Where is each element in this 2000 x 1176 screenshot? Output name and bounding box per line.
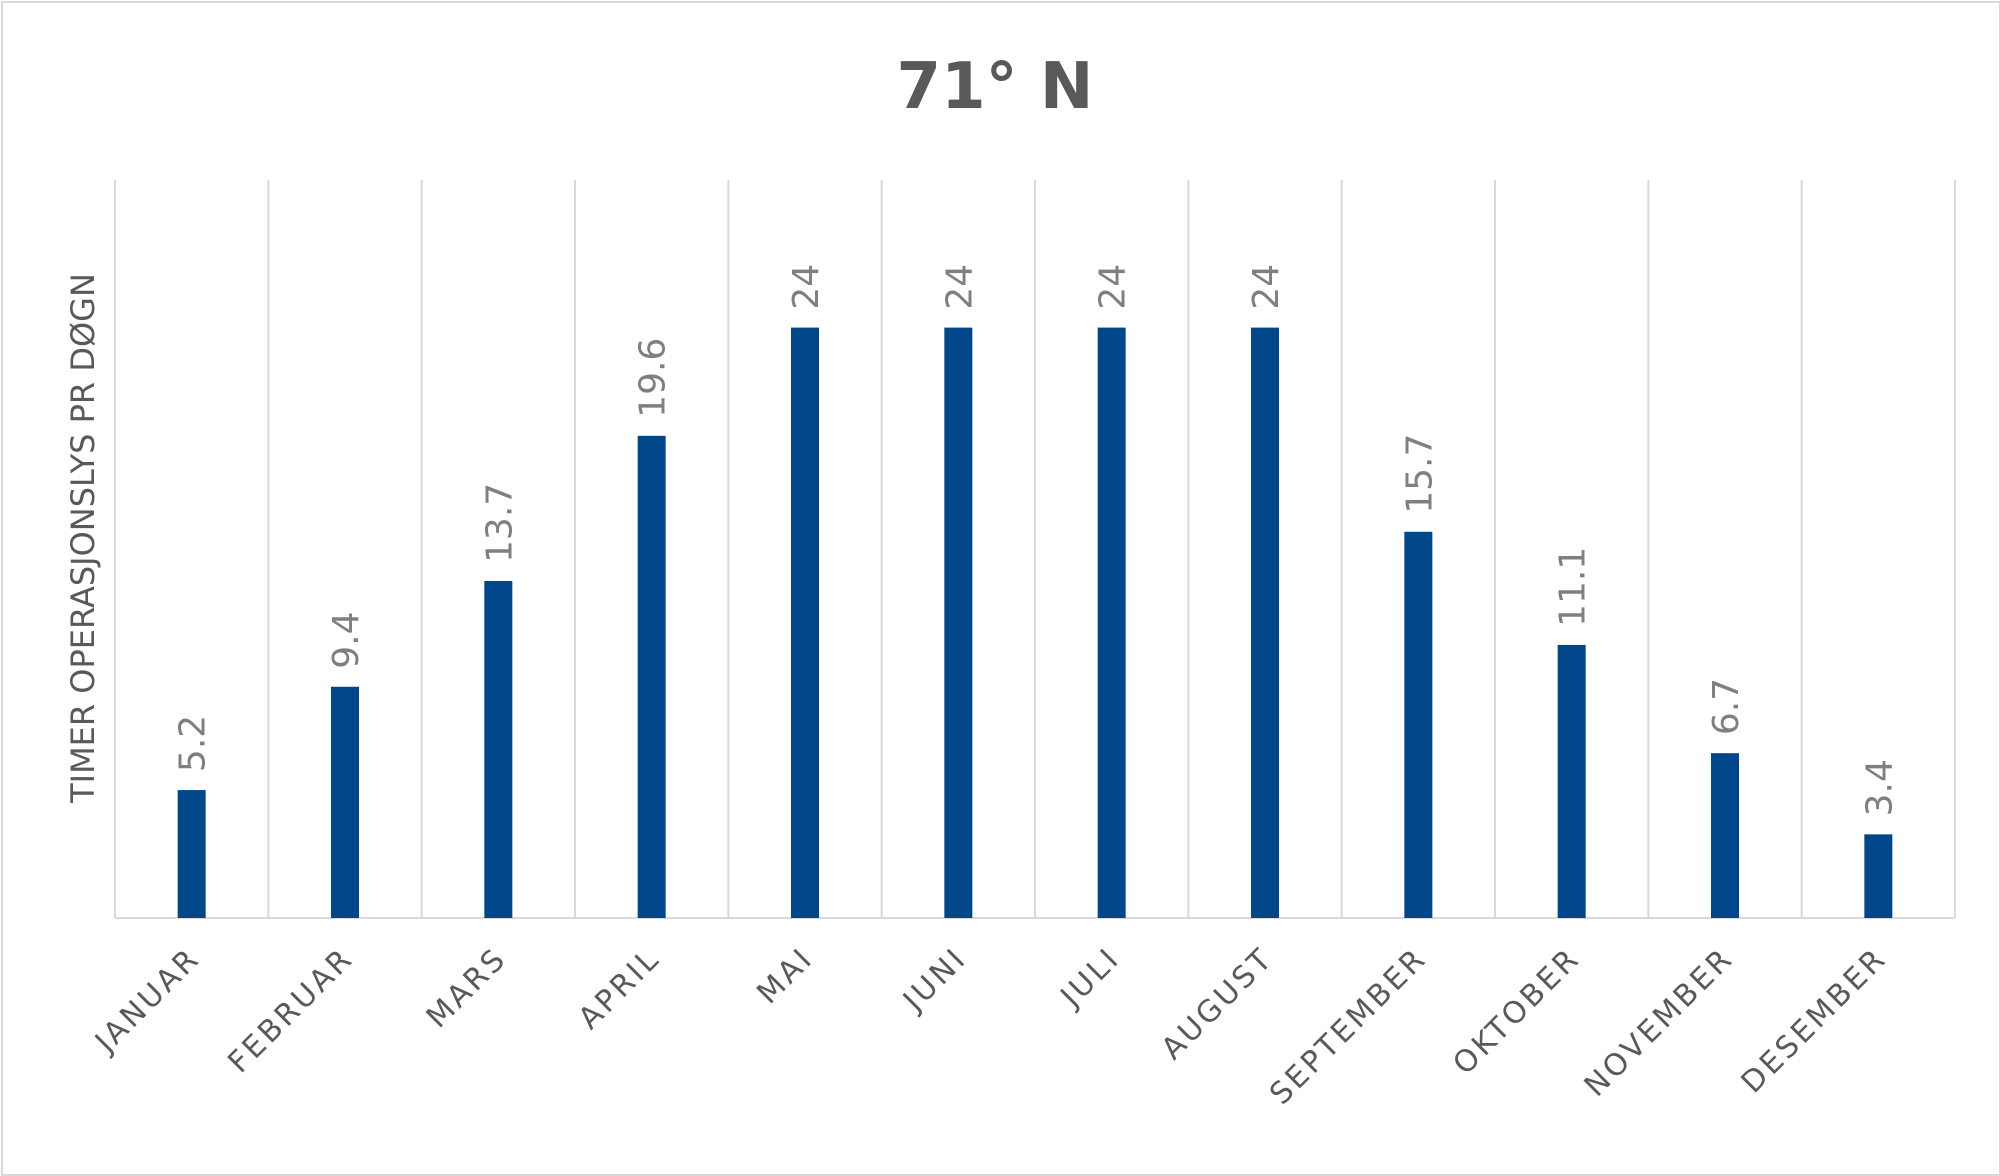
bar-november <box>1711 753 1739 918</box>
bar-juni <box>944 327 973 919</box>
data-label-mars: 13.7 <box>479 483 520 563</box>
bar-mars <box>484 580 513 918</box>
x-tick-label-oktober: OKTOBER <box>1446 941 1587 1082</box>
data-label-mai: 24 <box>786 264 827 310</box>
x-tick-label-september: SEPTEMBER <box>1263 941 1434 1112</box>
bar-desember <box>1864 834 1893 918</box>
x-tick-label-november: NOVEMBER <box>1578 941 1741 1104</box>
bar-september <box>1404 531 1433 918</box>
x-tick-label-mars: MARS <box>420 941 514 1035</box>
data-labels: 5.2 9.4 13.7 19.6 24 24 24 24 15.7 11.1 6.7 3.4 <box>173 264 1901 817</box>
gridlines <box>114 180 1956 919</box>
data-label-desember: 3.4 <box>1859 759 1900 816</box>
x-tick-label-august: AUGUST <box>1155 941 1281 1067</box>
data-label-januar: 5.2 <box>173 715 214 772</box>
data-label-juli: 24 <box>1093 264 1134 310</box>
data-label-april: 19.6 <box>633 338 674 418</box>
x-tick-label-juli: JULI <box>1053 941 1128 1016</box>
bar-februar <box>331 686 359 918</box>
bar-august <box>1251 327 1279 919</box>
data-label-august: 24 <box>1246 264 1287 310</box>
x-tick-labels: JANUAR FEBRUAR MARS APRIL MAI JUNI JULI AUGUSTS… <box>87 941 1894 1112</box>
bar-mai <box>791 327 819 919</box>
x-tick-label-februar: FEBRUAR <box>221 941 360 1080</box>
y-axis-title: TIMER OPERASJONSLYS PR DØGN <box>64 273 102 804</box>
data-label-oktober: 11.1 <box>1553 547 1594 627</box>
bars <box>177 327 1893 919</box>
data-label-september: 15.7 <box>1399 434 1440 514</box>
data-label-juni: 24 <box>939 264 980 310</box>
bar-april <box>637 435 666 918</box>
chart-title: 71° N <box>897 50 1094 124</box>
data-label-november: 6.7 <box>1706 678 1747 735</box>
x-tick-label-mai: MAI <box>750 941 820 1011</box>
x-tick-label-desember: DESEMBER <box>1735 941 1894 1100</box>
x-tick-label-april: APRIL <box>572 941 667 1036</box>
bar-januar <box>177 790 206 918</box>
x-tick-label-januar: JANUAR <box>87 941 207 1061</box>
bar-juli <box>1097 327 1126 919</box>
x-tick-label-juni: JUNI <box>895 941 974 1020</box>
bar-oktober <box>1557 644 1586 918</box>
data-label-februar: 9.4 <box>326 611 367 668</box>
